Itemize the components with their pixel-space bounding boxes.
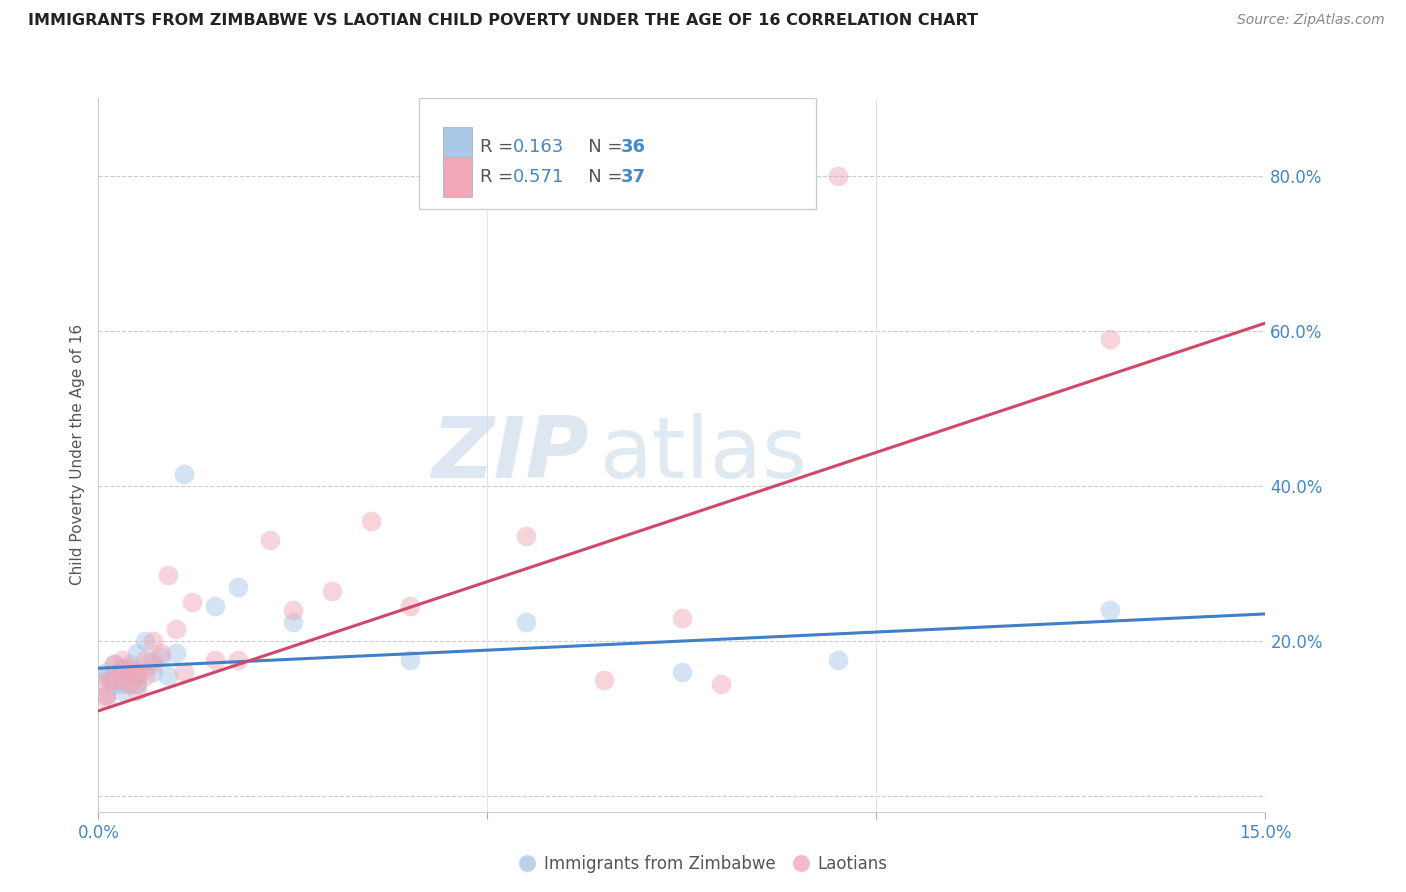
Point: [111, 661, 134, 675]
Point: [96, 689, 118, 703]
Text: N =: N =: [571, 137, 628, 155]
Point: [281, 615, 304, 629]
Point: [593, 673, 616, 687]
Text: atlas: atlas: [600, 413, 808, 497]
Point: [91, 669, 114, 683]
Point: [134, 669, 156, 683]
Point: [142, 657, 165, 672]
Point: [96, 689, 118, 703]
Text: N =: N =: [571, 169, 628, 186]
Text: IMMIGRANTS FROM ZIMBABWE VS LAOTIAN CHILD POVERTY UNDER THE AGE OF 16 CORRELATIO: IMMIGRANTS FROM ZIMBABWE VS LAOTIAN CHIL…: [28, 13, 979, 29]
Point: [118, 669, 141, 683]
Text: 0.571: 0.571: [513, 169, 564, 186]
FancyBboxPatch shape: [443, 127, 472, 166]
Point: [118, 665, 141, 679]
Point: [142, 665, 165, 679]
Point: [96, 692, 118, 706]
Point: [127, 669, 149, 683]
Text: 37: 37: [621, 169, 647, 186]
Point: [710, 677, 733, 691]
Point: [134, 661, 156, 675]
FancyBboxPatch shape: [419, 98, 815, 209]
Y-axis label: Child Poverty Under the Age of 16: Child Poverty Under the Age of 16: [69, 325, 84, 585]
Point: [118, 677, 141, 691]
Point: [1098, 332, 1121, 346]
Point: [127, 677, 149, 691]
Point: [127, 646, 149, 660]
Point: [127, 665, 149, 679]
Legend: Immigrants from Zimbabwe, Laotians: Immigrants from Zimbabwe, Laotians: [512, 848, 894, 880]
Point: [91, 677, 114, 691]
Point: [259, 533, 281, 548]
Point: [1098, 603, 1121, 617]
Point: [111, 684, 134, 698]
Point: [98, 669, 121, 683]
Text: R =: R =: [479, 137, 519, 155]
Point: [827, 653, 849, 667]
Point: [149, 646, 172, 660]
Point: [515, 529, 537, 543]
Point: [398, 653, 420, 667]
Point: [96, 665, 118, 679]
Point: [111, 677, 134, 691]
Point: [111, 661, 134, 675]
Point: [173, 467, 195, 482]
Text: 36: 36: [621, 137, 647, 155]
Point: [204, 599, 226, 614]
Point: [134, 634, 156, 648]
Text: Source: ZipAtlas.com: Source: ZipAtlas.com: [1237, 13, 1385, 28]
Point: [165, 623, 187, 637]
Point: [142, 634, 165, 648]
Point: [173, 665, 195, 679]
Point: [127, 677, 149, 691]
Point: [111, 673, 134, 687]
Point: [118, 677, 141, 691]
Point: [134, 653, 156, 667]
Point: [127, 665, 149, 679]
Point: [118, 657, 141, 672]
Point: [118, 669, 141, 683]
Point: [103, 677, 125, 691]
Point: [142, 653, 165, 667]
Point: [360, 514, 382, 528]
Point: [515, 615, 537, 629]
Point: [228, 580, 250, 594]
Point: [127, 669, 149, 683]
Point: [281, 603, 304, 617]
Point: [103, 657, 125, 672]
Point: [398, 599, 420, 614]
Point: [111, 653, 134, 667]
Point: [111, 673, 134, 687]
Point: [98, 673, 121, 687]
Point: [180, 595, 202, 609]
Point: [157, 669, 180, 683]
Point: [149, 649, 172, 664]
Point: [103, 669, 125, 683]
Point: [103, 657, 125, 672]
Point: [671, 665, 693, 679]
Point: [321, 583, 343, 598]
Point: [204, 653, 226, 667]
Text: R =: R =: [479, 169, 519, 186]
Point: [165, 646, 187, 660]
Point: [157, 568, 180, 582]
Point: [671, 611, 693, 625]
Point: [127, 684, 149, 698]
Text: 0.163: 0.163: [513, 137, 564, 155]
Point: [103, 673, 125, 687]
Point: [118, 661, 141, 675]
Text: ZIP: ZIP: [430, 413, 589, 497]
Point: [827, 169, 849, 183]
FancyBboxPatch shape: [443, 157, 472, 196]
Point: [228, 653, 250, 667]
